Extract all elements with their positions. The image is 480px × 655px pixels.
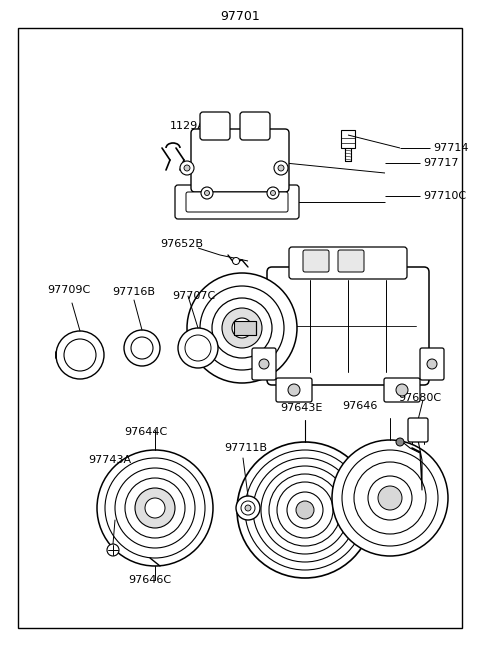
Circle shape xyxy=(396,438,404,446)
Bar xyxy=(341,130,355,148)
Circle shape xyxy=(237,442,373,578)
Circle shape xyxy=(287,492,323,528)
Circle shape xyxy=(296,501,314,519)
FancyBboxPatch shape xyxy=(408,418,428,442)
Circle shape xyxy=(222,308,262,348)
Text: 97680C: 97680C xyxy=(398,393,441,403)
FancyBboxPatch shape xyxy=(338,250,364,272)
FancyBboxPatch shape xyxy=(267,267,429,385)
Circle shape xyxy=(245,505,251,511)
Circle shape xyxy=(396,384,408,396)
Circle shape xyxy=(259,359,269,369)
FancyBboxPatch shape xyxy=(289,247,407,279)
Circle shape xyxy=(135,488,175,528)
FancyBboxPatch shape xyxy=(191,129,289,192)
Circle shape xyxy=(253,458,357,562)
Text: 97743A: 97743A xyxy=(88,455,131,465)
Circle shape xyxy=(145,498,165,518)
Circle shape xyxy=(131,337,153,359)
Circle shape xyxy=(354,462,426,534)
Text: 97644C: 97644C xyxy=(124,427,167,437)
Circle shape xyxy=(274,161,288,175)
FancyBboxPatch shape xyxy=(276,378,312,402)
Circle shape xyxy=(269,474,341,546)
Circle shape xyxy=(56,331,104,379)
Circle shape xyxy=(271,191,276,195)
Circle shape xyxy=(267,187,279,199)
Circle shape xyxy=(236,496,260,520)
Circle shape xyxy=(277,482,333,538)
FancyBboxPatch shape xyxy=(303,250,329,272)
Circle shape xyxy=(187,273,297,383)
FancyBboxPatch shape xyxy=(186,192,288,212)
Circle shape xyxy=(212,298,272,358)
Text: 97711B: 97711B xyxy=(224,443,267,453)
FancyBboxPatch shape xyxy=(175,185,299,219)
Circle shape xyxy=(201,187,213,199)
Circle shape xyxy=(200,286,284,370)
Circle shape xyxy=(241,501,255,515)
Circle shape xyxy=(232,257,240,265)
Circle shape xyxy=(105,458,205,558)
Text: 97710C: 97710C xyxy=(423,191,466,201)
Circle shape xyxy=(204,191,209,195)
Text: 97714: 97714 xyxy=(433,143,468,153)
Text: 97716B: 97716B xyxy=(112,287,155,297)
FancyBboxPatch shape xyxy=(420,348,444,380)
FancyBboxPatch shape xyxy=(384,378,420,402)
Text: 97717: 97717 xyxy=(423,158,458,168)
Bar xyxy=(234,321,256,335)
Circle shape xyxy=(378,486,402,510)
FancyBboxPatch shape xyxy=(200,112,230,140)
Circle shape xyxy=(261,466,349,554)
Circle shape xyxy=(368,476,412,520)
Circle shape xyxy=(125,478,185,538)
Text: 97643E: 97643E xyxy=(280,403,323,413)
Text: 97709C: 97709C xyxy=(47,285,90,295)
FancyBboxPatch shape xyxy=(240,112,270,140)
Text: 97707C: 97707C xyxy=(172,291,215,301)
Circle shape xyxy=(185,335,211,361)
Circle shape xyxy=(427,359,437,369)
Circle shape xyxy=(97,450,213,566)
Circle shape xyxy=(184,165,190,171)
Circle shape xyxy=(278,165,284,171)
Text: 1129AT: 1129AT xyxy=(170,121,212,131)
Circle shape xyxy=(107,544,119,556)
FancyBboxPatch shape xyxy=(252,348,276,380)
Circle shape xyxy=(124,330,160,366)
Circle shape xyxy=(64,339,96,371)
Circle shape xyxy=(342,450,438,546)
Circle shape xyxy=(180,161,194,175)
Text: 97646C: 97646C xyxy=(128,575,171,585)
Text: 97652B: 97652B xyxy=(160,239,203,249)
Circle shape xyxy=(288,384,300,396)
Circle shape xyxy=(115,468,195,548)
Text: 97701: 97701 xyxy=(220,10,260,22)
Circle shape xyxy=(245,450,365,570)
Circle shape xyxy=(232,318,252,338)
Circle shape xyxy=(178,328,218,368)
Circle shape xyxy=(332,440,448,556)
Text: 97646: 97646 xyxy=(342,401,377,411)
